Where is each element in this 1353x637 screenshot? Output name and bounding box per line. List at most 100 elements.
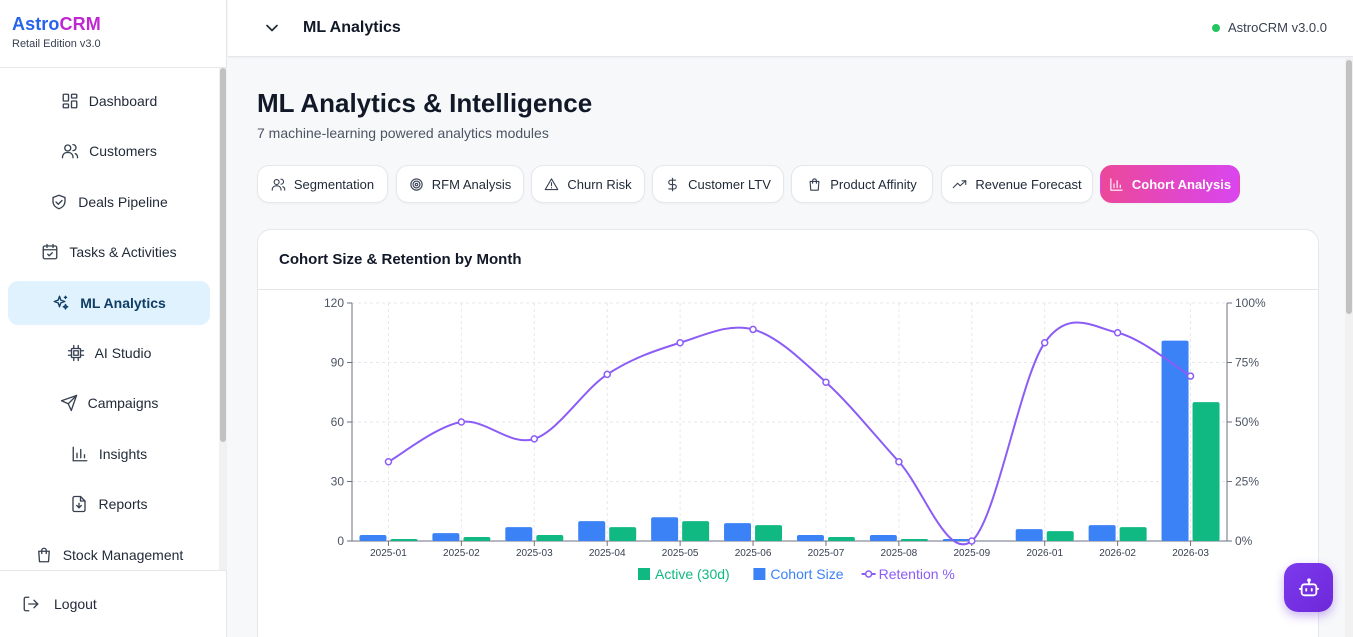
bar-cohort-size (1161, 340, 1189, 541)
tab-label: Revenue Forecast (975, 176, 1082, 192)
left-axis-tick-label: 30 (331, 475, 345, 489)
bar-cohort-size (432, 533, 460, 541)
sidebar-item-deals-pipeline[interactable]: Deals Pipeline (8, 180, 210, 224)
x-axis-tick-label: 2025-01 (370, 548, 407, 559)
bar-active-30d (609, 527, 637, 541)
sidebar-item-label: Stock Management (62, 547, 184, 563)
shopping-bag-icon (809, 177, 820, 191)
sidebar-item-label: Deals Pipeline (78, 194, 168, 210)
tab-rfm-analysis[interactable]: RFM Analysis (396, 165, 524, 203)
tab-customer-ltv[interactable]: Customer LTV (652, 165, 784, 203)
retention-line (387, 321, 1192, 546)
sidebar-scroll-thumb[interactable] (220, 68, 226, 442)
right-axis-tick-label: 100% (1235, 296, 1266, 310)
bar-active-30d (1119, 527, 1147, 541)
top-header: ML Analytics AstroCRM v3.0.0 (228, 0, 1353, 57)
tab-product-affinity[interactable]: Product Affinity (791, 165, 933, 203)
tab-revenue-forecast[interactable]: Revenue Forecast (941, 165, 1093, 203)
retention-point (1186, 372, 1195, 380)
legend-swatch-cohort-size (753, 568, 766, 580)
logout-button[interactable]: Logout (0, 570, 227, 637)
tab-label: Customer LTV (688, 176, 771, 192)
legend-swatch-retention-point (864, 570, 873, 578)
header-title: ML Analytics (303, 19, 401, 36)
sidebar-item-label: Insights (98, 446, 148, 462)
x-axis-tick-label: 2025-05 (662, 548, 699, 559)
collapse-button[interactable] (262, 18, 282, 38)
sidebar-item-reports[interactable]: Reports (8, 482, 210, 526)
users-icon (61, 143, 79, 159)
bar-cohort-size (1015, 529, 1043, 541)
right-axis-tick-label: 50% (1235, 415, 1259, 429)
left-axis-tick-label: 120 (324, 296, 344, 310)
retention-point (749, 325, 757, 334)
tab-label: Segmentation (293, 176, 375, 192)
bar-cohort-size (578, 521, 606, 541)
sidebar-scrollbar[interactable] (219, 68, 227, 570)
bot-icon (1298, 577, 1319, 596)
tab-churn-risk[interactable]: Churn Risk (531, 165, 645, 203)
bar-active-30d (1192, 402, 1220, 541)
sidebar-item-label: Customers (89, 143, 157, 159)
bar-active-30d (827, 537, 855, 541)
sidebar-item-label: Campaigns (87, 395, 159, 411)
brand[interactable]: AstroCRM Retail Edition v3.0 (0, 0, 226, 68)
sidebar-item-campaigns[interactable]: Campaigns (8, 381, 210, 425)
sparkles-icon (53, 295, 69, 310)
tab-label: Cohort Analysis (1131, 176, 1232, 192)
shopping-bag-icon (37, 547, 50, 563)
legend-label: Cohort Size (770, 566, 843, 582)
legend-label: Retention % (879, 566, 955, 582)
bar-active-30d (755, 525, 783, 541)
bar-active-30d (536, 535, 564, 541)
trending-up-icon (953, 179, 967, 188)
brand-logo: AstroCRM (12, 14, 101, 34)
x-axis-tick-label: 2026-01 (1026, 548, 1063, 559)
bar-active-30d (900, 539, 928, 541)
version-indicator: AstroCRM v3.0.0 (1212, 20, 1327, 35)
bar-cohort-size (651, 517, 679, 541)
retention-point (822, 378, 830, 387)
legend-label: Active (30d) (655, 566, 730, 582)
chart-card: Cohort Size & Retention by Month 0 0% 30 25… (257, 229, 1319, 637)
retention-point (895, 457, 903, 466)
assistant-bot-button[interactable] (1284, 563, 1333, 612)
bar-active-30d (390, 539, 418, 541)
sidebar-item-label: AI Studio (94, 345, 152, 361)
x-axis-tick-label: 2026-02 (1099, 548, 1136, 559)
file-download-icon (72, 495, 87, 513)
sidebar-item-stock-management[interactable]: Stock Management (8, 533, 210, 570)
tab-label: RFM Analysis (431, 176, 512, 192)
main-content: ML Analytics & Intelligence 7 machine-le… (228, 58, 1353, 637)
handshake-icon (52, 194, 66, 210)
retention-point (1040, 338, 1049, 347)
users-icon (271, 178, 286, 191)
bar-chart-icon (72, 446, 88, 462)
main-scroll-thumb[interactable] (1346, 60, 1352, 314)
right-axis-tick-label: 25% (1235, 475, 1259, 489)
chevron-down-icon (266, 24, 278, 32)
sidebar-item-customers[interactable]: Customers (8, 129, 210, 173)
bar-cohort-size (505, 527, 533, 541)
bar-active-30d (1046, 531, 1074, 541)
alert-triangle-icon (545, 177, 559, 190)
x-axis-tick-label: 2025-08 (881, 548, 918, 559)
left-axis-tick-label: 90 (331, 356, 345, 370)
calendar-check-icon (42, 243, 58, 260)
cohort-chart: 0 0% 30 25% 60 50% 90 75% 120 100% 2025-01 2025-02 2… (324, 296, 1266, 582)
tab-segmentation[interactable]: Segmentation (257, 165, 388, 203)
bar-cohort-size (796, 535, 824, 541)
card-title: Cohort Size & Retention by Month (279, 251, 522, 268)
bar-cohort-size (724, 523, 752, 541)
tab-cohort-analysis[interactable]: Cohort Analysis (1100, 165, 1240, 203)
sidebar: AstroCRM Retail Edition v3.0 Dashboard Cu… (0, 0, 227, 637)
card-divider (258, 289, 1318, 290)
sidebar-item-insights[interactable]: Insights (8, 432, 210, 476)
sidebar-item-dashboard[interactable]: Dashboard (8, 79, 210, 123)
main-scrollbar[interactable] (1345, 58, 1353, 637)
sidebar-item-ai-studio[interactable]: AI Studio (8, 331, 210, 375)
sidebar-item-ml-analytics[interactable]: ML Analytics (8, 281, 210, 325)
sidebar-item-tasks-activities[interactable]: Tasks & Activities (8, 230, 210, 274)
version-label: AstroCRM v3.0.0 (1228, 20, 1327, 35)
dashboard-icon (62, 93, 78, 109)
